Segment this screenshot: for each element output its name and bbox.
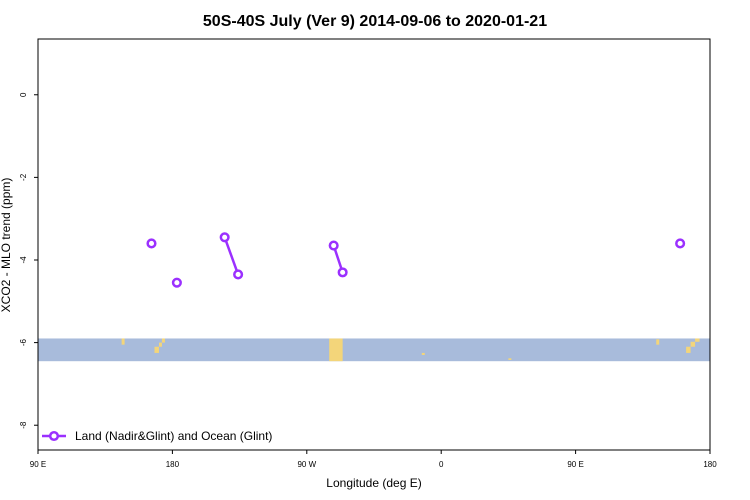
- data-point: [328, 240, 339, 251]
- y-tick-label: -4: [19, 256, 28, 264]
- y-tick-label: 0: [19, 92, 28, 97]
- data-point: [219, 232, 230, 243]
- legend-label: Land (Nadir&Glint) and Ocean (Glint): [75, 429, 272, 443]
- data-point: [337, 267, 348, 278]
- legend: Land (Nadir&Glint) and Ocean (Glint): [42, 429, 272, 443]
- y-tick-label: -6: [19, 339, 28, 347]
- land-patch: [695, 338, 700, 342]
- series-line: [223, 236, 240, 275]
- map-strip: [38, 338, 710, 362]
- x-tick-label: 90 E: [30, 460, 46, 469]
- land-patch: [158, 342, 162, 347]
- land-patch: [690, 341, 696, 347]
- series-layer: [146, 232, 686, 288]
- land-patch: [154, 346, 159, 353]
- ocean-band: [38, 338, 710, 362]
- data-point: [233, 269, 244, 280]
- data-point: [171, 277, 182, 288]
- data-point: [146, 238, 157, 249]
- x-axis-label: Longitude (deg E): [326, 476, 421, 490]
- land-patch: [421, 352, 425, 355]
- land-patch: [329, 338, 343, 362]
- x-tick-label: 180: [166, 460, 180, 469]
- x-tick-label: 180: [703, 460, 717, 469]
- chart-title: 50S-40S July (Ver 9) 2014-09-06 to 2020-…: [203, 13, 547, 30]
- y-tick-label: -2: [19, 173, 28, 181]
- x-axis: 90 E 180 90 W 0 90 E 180: [30, 450, 717, 469]
- x-tick-label: 0: [439, 460, 444, 469]
- x-tick-label: 90 W: [297, 460, 316, 469]
- land-patch: [121, 338, 125, 345]
- land-patch: [161, 338, 165, 343]
- data-point: [675, 238, 686, 249]
- y-axis-label: XCO2 - MLO trend (ppm): [0, 178, 13, 313]
- land-patch: [508, 358, 512, 360]
- land-patch: [686, 346, 691, 353]
- y-tick-label: -8: [19, 421, 28, 429]
- legend-marker: [48, 430, 60, 442]
- land-patch: [656, 339, 660, 345]
- plot-frame: [37, 38, 711, 451]
- x-tick-label: 90 E: [567, 460, 583, 469]
- y-axis: 0 -2 -4 -6 -8: [19, 92, 38, 429]
